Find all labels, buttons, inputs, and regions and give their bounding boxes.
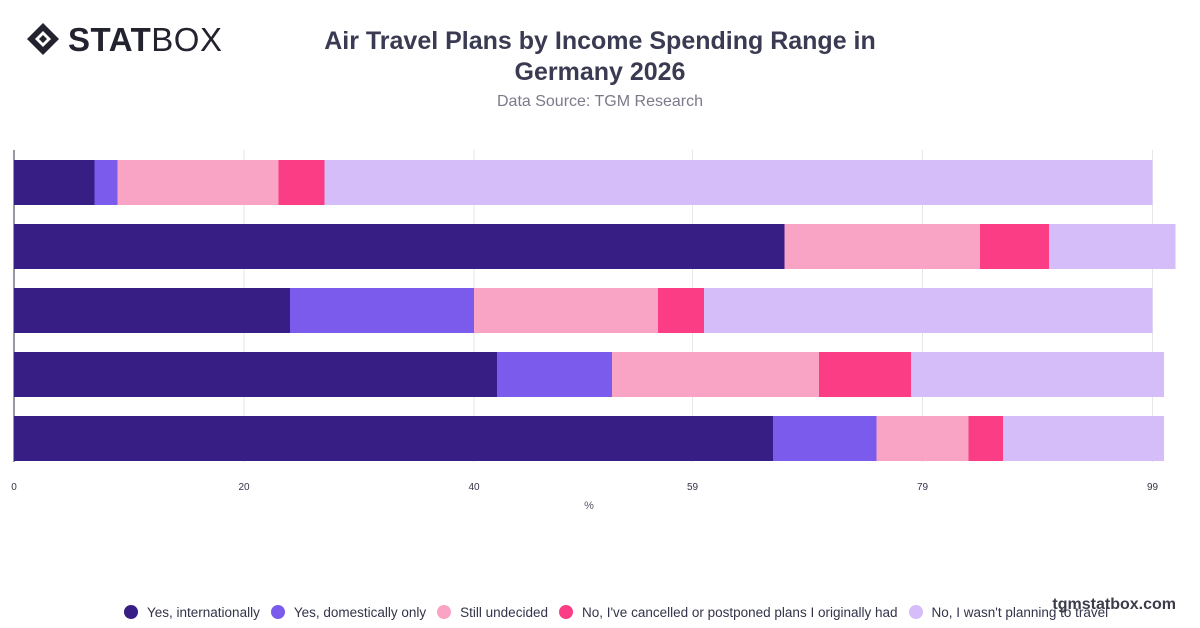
- logo: STATBOX: [26, 22, 222, 56]
- bar-segment: [94, 160, 118, 205]
- legend-label: Yes, internationally: [147, 604, 260, 620]
- bar-segment: [497, 352, 612, 397]
- bar-segment: [911, 352, 1164, 397]
- bar-segment: [612, 352, 819, 397]
- x-axis-label: %: [584, 500, 594, 512]
- bar-segment: [1049, 224, 1176, 269]
- legend-label: No, I've cancelled or postponed plans I …: [581, 604, 898, 620]
- bar-segment: [14, 160, 95, 205]
- legend-swatch: [270, 605, 285, 619]
- chart-title-line1: Air Travel Plans by Income Spending Rang…: [324, 27, 876, 55]
- bar-segment: [704, 288, 1153, 333]
- chart-title-line2: Germany 2026: [514, 58, 686, 86]
- bar-segment: [324, 160, 1153, 205]
- x-tick-label: 20: [238, 482, 250, 493]
- legend-swatch: [908, 605, 923, 619]
- legend-swatch: [558, 605, 573, 619]
- legend-label: Yes, domestically only: [293, 604, 427, 620]
- bar-segment: [117, 160, 279, 205]
- legend-swatch: [124, 605, 138, 619]
- logo-diamond-icon: [27, 23, 59, 55]
- bar-segment: [876, 416, 969, 461]
- bar-segment: [784, 224, 980, 269]
- x-tick-label: 79: [917, 482, 929, 493]
- legend-swatch: [437, 605, 452, 619]
- legend-item[interactable]: No, I've cancelled or postponed plans I …: [558, 604, 898, 620]
- watermark: tgmstatbox.com: [1052, 596, 1176, 613]
- legend-label: Still undecided: [460, 604, 548, 620]
- legend-label: No, I wasn't planning to travel: [931, 604, 1109, 620]
- x-tick-label: 0: [11, 482, 17, 493]
- bar-segment: [474, 288, 658, 333]
- x-tick-label: 99: [1147, 482, 1159, 493]
- bar-segment: [278, 160, 325, 205]
- x-tick-label: 40: [468, 482, 480, 493]
- bar-segment: [14, 288, 290, 333]
- bar-segment: [773, 416, 877, 461]
- bar-segment: [1003, 416, 1164, 461]
- bar-segment: [819, 352, 911, 397]
- x-tick-label: 59: [687, 482, 699, 493]
- bar-segment: [980, 224, 1049, 269]
- legend: Yes, internationally Yes, domestically on…: [124, 602, 1119, 622]
- chart-title: Air Travel Plans by Income Spending Rang…: [300, 26, 900, 88]
- bar-segment: [14, 224, 785, 269]
- logo-stat: STAT: [68, 20, 152, 58]
- legend-item[interactable]: Yes, domestically only: [270, 604, 427, 620]
- logo-box: BOX: [151, 20, 223, 58]
- bar-segment: [14, 352, 497, 397]
- bar-segment: [290, 288, 474, 333]
- bar-segment: [658, 288, 704, 333]
- legend-item[interactable]: Still undecided: [437, 605, 548, 620]
- bar-segment: [14, 416, 773, 461]
- bar-segment: [968, 416, 1003, 461]
- legend-item[interactable]: Yes, internationally: [124, 605, 260, 620]
- logo-wordmark: STATBOX: [68, 23, 222, 56]
- chart-subtitle: Data Source: TGM Research: [496, 93, 703, 110]
- legend-item[interactable]: No, I wasn't planning to travel: [908, 604, 1109, 620]
